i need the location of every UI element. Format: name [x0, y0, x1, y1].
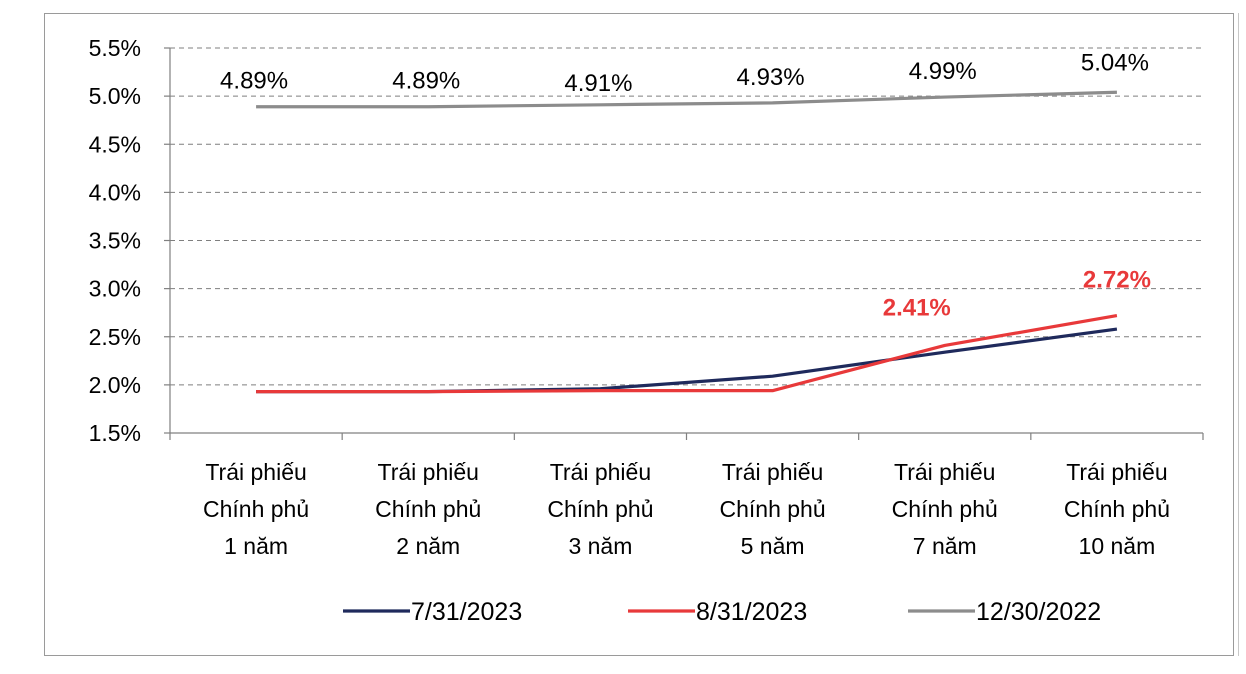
y-tick-label: 5.0% [89, 83, 141, 109]
x-tick-label-line: 10 năm [1079, 533, 1156, 559]
data-label: 4.89% [220, 68, 288, 95]
series-line-2 [256, 313, 1118, 394]
x-tick-label: Trái phiếu Chính phủ 2 năm [375, 459, 481, 559]
x-tick-label-line: Trái phiếu [1066, 459, 1167, 485]
series-line-3 [256, 90, 1117, 109]
y-tick-label: 4.5% [89, 131, 141, 157]
x-tick-label: Trái phiếu Chính phủ 7 năm [892, 459, 998, 559]
x-tick-label-line: Chính phủ [203, 496, 309, 522]
x-tick-label-line: Trái phiếu [722, 459, 823, 485]
y-tick-label: 3.5% [89, 228, 141, 254]
x-tick-label-line: 5 năm [741, 533, 805, 559]
x-tick-label-line: Chính phủ [547, 496, 653, 522]
chart-frame [44, 13, 1234, 656]
x-tick-label-line: 2 năm [396, 533, 460, 559]
x-tick-label-line: Chính phủ [892, 496, 998, 522]
gridlines [170, 47, 1203, 386]
y-tick-label: 5.5% [89, 35, 141, 61]
x-tick-label-line: Chính phủ [720, 496, 826, 522]
y-tick-label: 3.0% [89, 276, 141, 302]
axes: 1.5% 2.0% 2.5% 3.0% 3.5% 4.0% 4.5% 5.0% 5.5% Trái… [89, 35, 1204, 559]
y-tick-label: 4.0% [89, 179, 141, 205]
x-tick-label-line: Trái phiếu [894, 459, 995, 485]
data-label: 4.93% [737, 64, 805, 91]
legend-label: 12/30/2022 [976, 598, 1101, 626]
x-tick-label: Trái phiếu Chính phủ 10 năm [1064, 459, 1170, 559]
x-tick-label-line: Chính phủ [375, 496, 481, 522]
x-tick-label-line: Chính phủ [1064, 496, 1170, 522]
data-label: 4.99% [909, 58, 977, 85]
x-tick-label-line: Trái phiếu [378, 459, 479, 485]
data-label: 4.91% [564, 70, 632, 97]
data-label: 5.04% [1081, 49, 1149, 76]
data-label: 4.89% [392, 68, 460, 95]
data-label: 2.41% [883, 294, 951, 321]
legend-label: 8/31/2023 [696, 598, 807, 626]
x-tick-label: Trái phiếu Chính phủ 3 năm [547, 459, 653, 559]
y-tick-label: 1.5% [89, 420, 141, 446]
x-tick-label-line: Trái phiếu [550, 459, 651, 485]
y-tick-label: 2.5% [89, 324, 141, 350]
x-tick-label-line: Trái phiếu [205, 459, 306, 485]
series-lines [256, 90, 1118, 394]
x-tick-label: Trái phiếu Chính phủ 5 năm [720, 459, 826, 559]
data-labels: 2.41% 2.72% 4.89% 4.89% 4.91% 4.93% 4.99% 5.04% [220, 49, 1151, 321]
legend: 7/31/2023 8/31/2023 12/30/2022 [343, 598, 1101, 626]
x-tick-label-line: 3 năm [568, 533, 632, 559]
data-label: 2.72% [1083, 267, 1151, 294]
legend-label: 7/31/2023 [411, 598, 522, 626]
x-tick-label: Trái phiếu Chính phủ 1 năm [203, 459, 309, 559]
y-tick-label: 2.0% [89, 372, 141, 398]
page-edge-divider [1238, 13, 1239, 656]
x-tick-label-line: 7 năm [913, 533, 977, 559]
x-tick-label-line: 1 năm [224, 533, 288, 559]
